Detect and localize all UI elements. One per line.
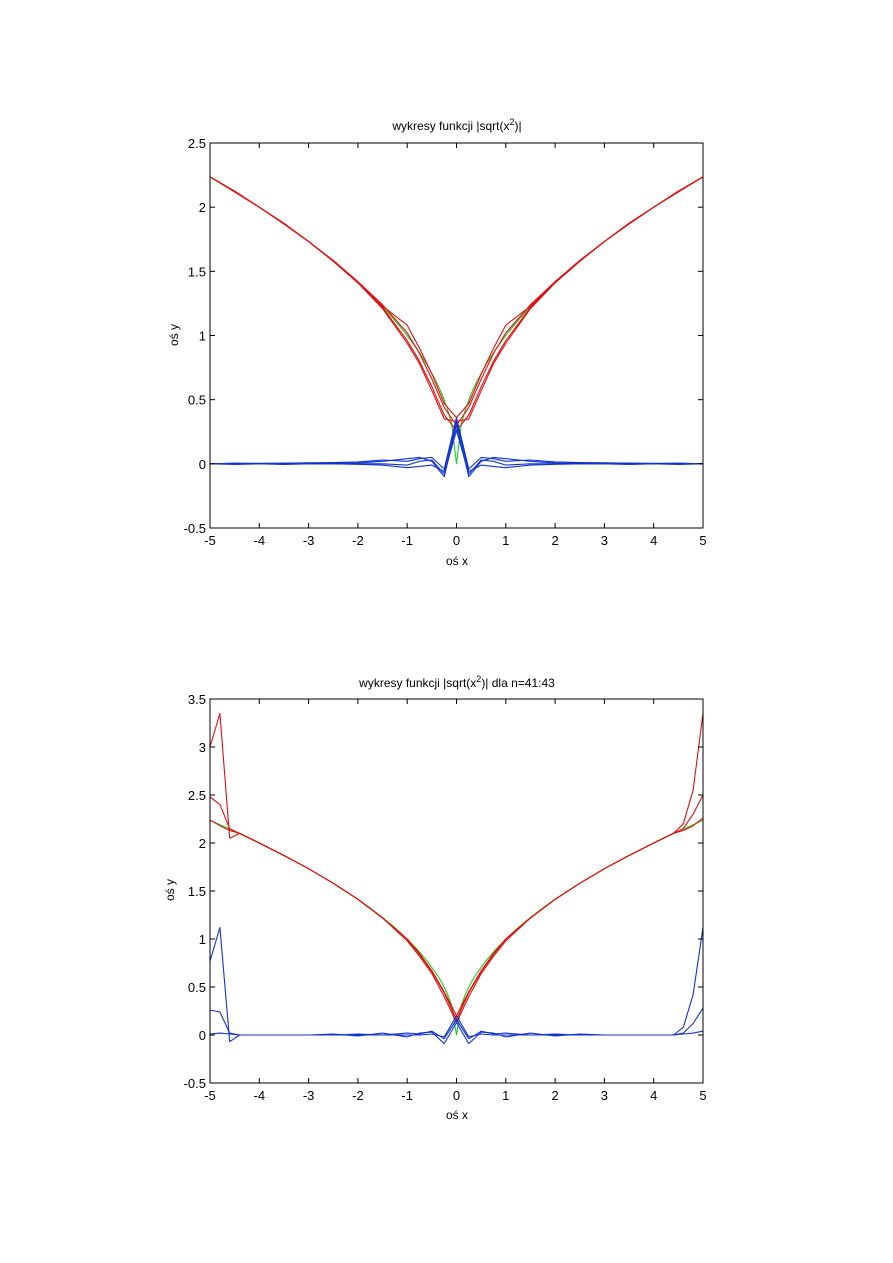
x-tick-label: -3 bbox=[303, 1088, 315, 1103]
x-tick-label: -1 bbox=[401, 533, 413, 548]
y-tick-label: 0.5 bbox=[188, 393, 206, 408]
x-tick-label: 5 bbox=[699, 533, 706, 548]
y-axis-label: oś y bbox=[163, 879, 177, 901]
y-tick-label: 3 bbox=[199, 740, 206, 755]
x-tick-label: 2 bbox=[551, 1088, 558, 1103]
x-tick-label: 2 bbox=[551, 533, 558, 548]
x-tick-label: -1 bbox=[401, 1088, 413, 1103]
y-tick-label: 1 bbox=[199, 329, 206, 344]
x-tick-label: -4 bbox=[254, 1088, 266, 1103]
series-line-error-7 bbox=[210, 420, 703, 473]
plot-area bbox=[210, 699, 703, 1083]
chart-top: wykresy funkcji |sqrt(x2)| oś x oś y -5-… bbox=[167, 117, 707, 568]
series-line-error-6 bbox=[210, 1015, 703, 1038]
series-line-error-8 bbox=[210, 417, 703, 470]
chart-title: wykresy funkcji |sqrt(x2)| bbox=[391, 117, 521, 133]
x-tick-label: 1 bbox=[502, 1088, 509, 1103]
y-tick-label: 2.5 bbox=[188, 788, 206, 803]
x-axis-label: oś x bbox=[446, 1108, 468, 1122]
x-tick-label: -2 bbox=[352, 533, 364, 548]
x-tick-label: 3 bbox=[601, 533, 608, 548]
x-tick-label: -4 bbox=[254, 533, 266, 548]
x-tick-label: 0 bbox=[453, 533, 460, 548]
x-tick-label: -5 bbox=[204, 1088, 216, 1103]
y-tick-label: 1.5 bbox=[188, 264, 206, 279]
series-group bbox=[210, 712, 703, 1045]
x-tick-label: -2 bbox=[352, 1088, 364, 1103]
y-tick-label: 0 bbox=[199, 457, 206, 472]
y-tick-label: -0.5 bbox=[184, 1076, 206, 1091]
y-tick-label: 3.5 bbox=[188, 692, 206, 707]
x-tick-label: 5 bbox=[699, 1088, 706, 1103]
y-tick-label: -0.5 bbox=[184, 521, 206, 536]
series-group bbox=[210, 176, 703, 478]
chart-title: wykresy funkcji |sqrt(x2)| dla n=41:43 bbox=[358, 674, 555, 690]
x-tick-label: 4 bbox=[650, 1088, 657, 1103]
x-tick-label: 0 bbox=[453, 1088, 460, 1103]
y-tick-label: 2 bbox=[199, 836, 206, 851]
y-tick-label: 0.5 bbox=[188, 980, 206, 995]
x-tick-label: -5 bbox=[204, 533, 216, 548]
y-tick-label: 0 bbox=[199, 1028, 206, 1043]
y-axis-label: oś y bbox=[167, 324, 181, 346]
x-axis-label: oś x bbox=[446, 554, 468, 568]
x-tick-label: 4 bbox=[650, 533, 657, 548]
x-tick-label: 3 bbox=[601, 1088, 608, 1103]
y-tick-label: 2.5 bbox=[188, 136, 206, 151]
y-tick-label: 1.5 bbox=[188, 884, 206, 899]
x-tick-label: -3 bbox=[303, 533, 315, 548]
x-tick-label: 1 bbox=[502, 533, 509, 548]
y-tick-label: 1 bbox=[199, 932, 206, 947]
y-tick-label: 2 bbox=[199, 200, 206, 215]
